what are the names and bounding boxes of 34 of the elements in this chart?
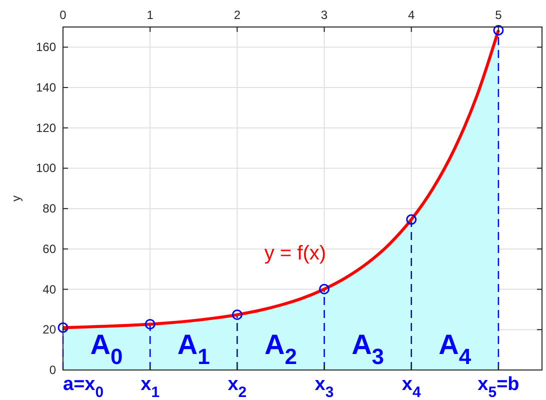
ref-line-label: a=x$_{0}$ [63, 374, 104, 400]
y-tick-label: 80 [42, 202, 56, 216]
annotation: A$_{4}$ [438, 329, 472, 369]
x-tick-label: 5 [495, 8, 502, 22]
x-tick-label: 0 [60, 8, 67, 22]
point [319, 284, 330, 294]
ref-line-label: x$_{5}$=b [478, 374, 520, 400]
y-tick-label: 120 [36, 120, 56, 135]
series-label: y = f(x) [264, 242, 326, 265]
point [406, 214, 417, 225]
ref-line-label: x$_{1}$ [140, 374, 160, 400]
ref-line-label: x$_{4}$ [402, 374, 422, 400]
point [58, 322, 68, 333]
y-tick-label: 160 [36, 40, 56, 54]
x-tick-label: 4 [408, 8, 416, 22]
y-tick-label: 140 [36, 80, 56, 95]
ref-line-label: x$_{2}$ [228, 374, 247, 400]
y-tick-label: 20 [42, 322, 56, 337]
annotation: A$_{2}$ [264, 329, 297, 369]
y-tick-label: 60 [42, 242, 56, 256]
ref-line-label: x$_{3}$ [314, 374, 334, 400]
x-tick-label: 3 [320, 8, 328, 22]
point [144, 318, 156, 330]
annotation: A$_{1}$ [177, 329, 210, 369]
annotation: A$_{3}$ [352, 329, 384, 369]
x-tick-label: 2 [234, 8, 241, 22]
y-tick-label: 0 [49, 363, 56, 377]
y-tick-label: 40 [42, 282, 56, 296]
y-axis-title: y [9, 196, 23, 202]
x-tick-label: 1 [146, 8, 154, 22]
y-tick-label: 100 [36, 161, 56, 176]
point [232, 309, 242, 320]
point [493, 24, 504, 36]
annotation: A$_{0}$ [90, 329, 123, 369]
